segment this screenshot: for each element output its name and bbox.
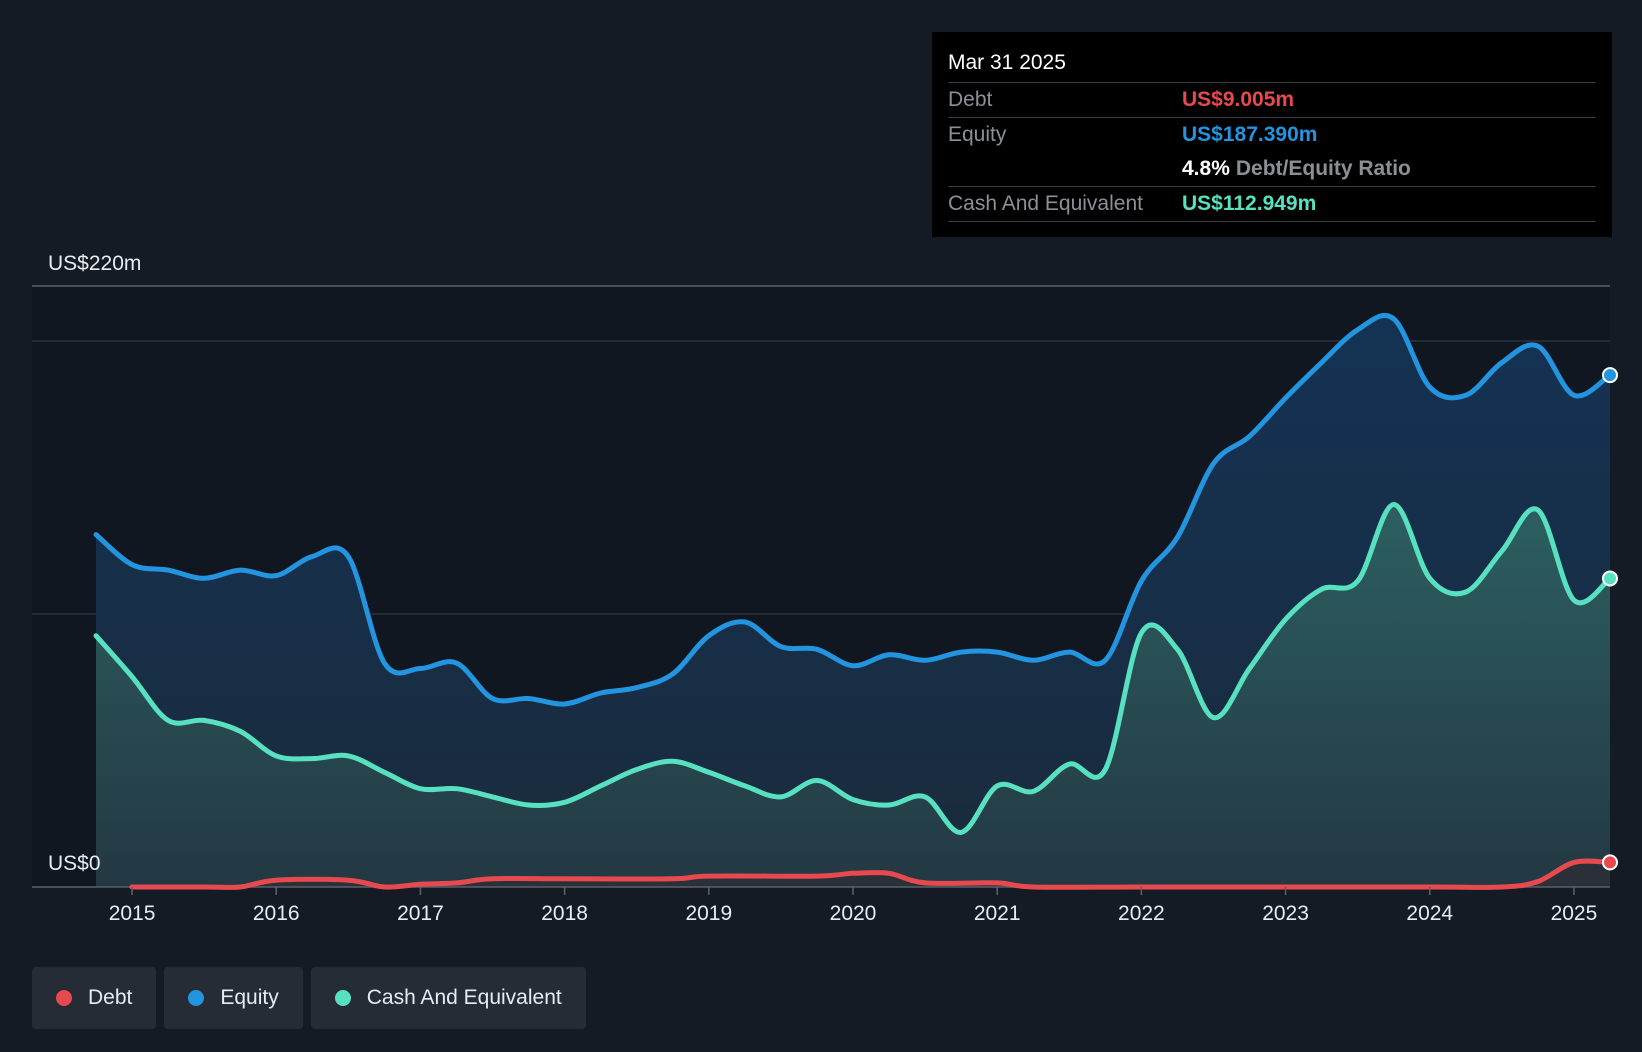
tooltip-equity-value: US$187.390m xyxy=(1182,123,1318,146)
legend-item-equity[interactable]: Equity xyxy=(164,967,303,1029)
tooltip-debt-label: Debt xyxy=(948,88,993,111)
legend-label-debt: Debt xyxy=(88,986,133,1009)
line-cash xyxy=(93,501,1613,835)
area-cash xyxy=(96,504,1610,887)
tooltip-ratio-label: Debt/Equity Ratio xyxy=(1235,157,1411,180)
legend: Debt Equity Cash And Equivalent xyxy=(32,967,586,1029)
tooltip-ratio-value: 4.8% xyxy=(1182,157,1230,180)
tooltip-debt-value: US$9.005m xyxy=(1182,88,1295,111)
x-tick-label-2018: 2018 xyxy=(541,902,588,925)
endpoint-cash xyxy=(1602,570,1618,587)
legend-dot-debt-icon xyxy=(56,990,72,1006)
x-tick-label-2015: 2015 xyxy=(109,902,156,925)
x-tick-label-2025: 2025 xyxy=(1551,902,1598,925)
x-tick-label-2017: 2017 xyxy=(397,902,444,925)
line-equity xyxy=(93,312,1613,707)
legend-label-cash: Cash And Equivalent xyxy=(366,986,562,1009)
tooltip-equity-label: Equity xyxy=(948,123,1007,146)
x-tick-label-2024: 2024 xyxy=(1406,902,1453,925)
tooltip-panel: Mar 31 2025 Debt US$9.005m Equity US$187… xyxy=(932,32,1612,237)
y-axis-top-label: US$220m xyxy=(48,252,141,275)
tooltip-row-equity: Equity US$187.390m xyxy=(948,117,1596,152)
endpoint-debt xyxy=(1602,854,1618,871)
endpoint-equity xyxy=(1602,367,1618,384)
legend-item-cash[interactable]: Cash And Equivalent xyxy=(310,967,586,1029)
legend-label-equity: Equity xyxy=(220,986,279,1009)
tooltip-row-ratio: 4.8% Debt/Equity Ratio xyxy=(948,152,1596,186)
x-tick-label-2019: 2019 xyxy=(685,902,732,925)
tooltip-row-cash: Cash And Equivalent US$112.949m xyxy=(948,186,1596,222)
y-axis-bottom-label: US$0 xyxy=(48,852,101,875)
line-debt xyxy=(129,858,1613,890)
legend-item-debt[interactable]: Debt xyxy=(32,967,157,1029)
tooltip-date: Mar 31 2025 xyxy=(948,51,1066,74)
legend-dot-cash-icon xyxy=(334,990,351,1006)
x-tick-label-2021: 2021 xyxy=(974,902,1021,925)
x-tick-label-2023: 2023 xyxy=(1262,902,1309,925)
legend-dot-equity-icon xyxy=(188,990,205,1006)
tooltip-cash-value: US$112.949m xyxy=(1182,192,1317,215)
x-tick-label-2020: 2020 xyxy=(830,902,877,925)
tooltip-cash-label: Cash And Equivalent xyxy=(948,192,1143,215)
x-tick-label-2016: 2016 xyxy=(253,902,300,925)
tooltip-row-debt: Debt US$9.005m xyxy=(948,82,1596,117)
x-tick-label-2022: 2022 xyxy=(1118,902,1165,925)
